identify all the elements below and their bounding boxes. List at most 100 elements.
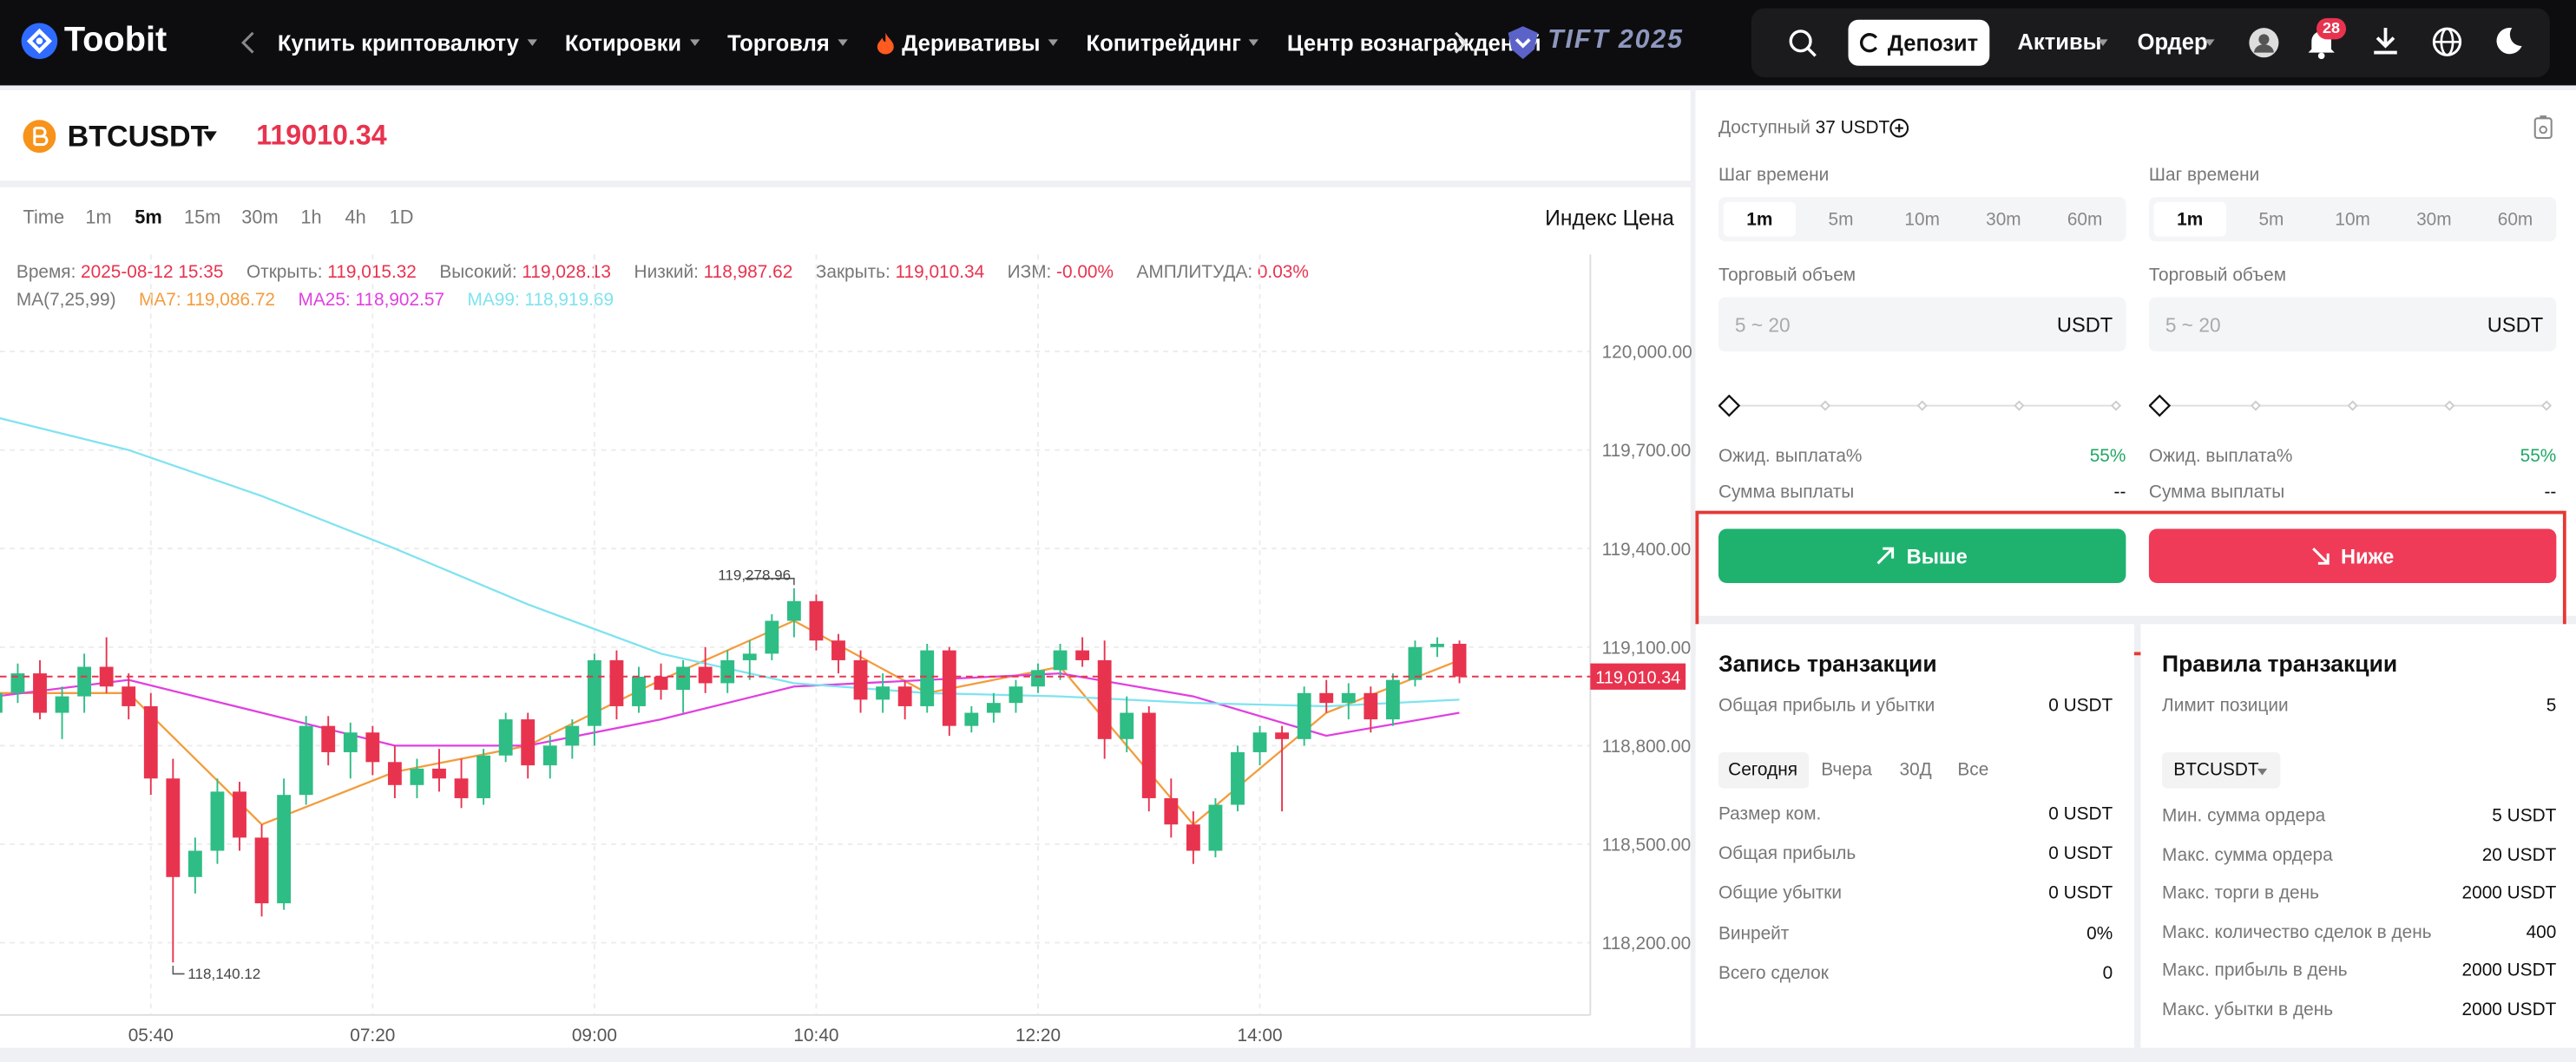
sum-value: -- — [2544, 482, 2557, 503]
records-tab[interactable]: Сегодня — [1728, 760, 1797, 781]
select-symbol: BTCUSDT — [2173, 760, 2259, 781]
step-label: Шаг времени — [1718, 166, 1830, 186]
icon-part — [838, 39, 848, 47]
candle-body — [1120, 712, 1134, 739]
avatar-icon[interactable] — [2247, 26, 2280, 59]
rule-value: 2000 USDT — [2461, 961, 2557, 981]
interval[interactable]: 1h — [300, 208, 322, 229]
candle-body — [498, 719, 513, 756]
record-label: Размер ком. — [1718, 804, 1822, 825]
notification-count: 28 — [2323, 19, 2341, 38]
interval[interactable]: 1m — [85, 208, 112, 229]
volume-input[interactable] — [2148, 297, 2557, 352]
candle-body — [609, 659, 624, 706]
step-option[interactable]: 10m — [1904, 210, 1940, 231]
records-tab[interactable]: Вчера — [1821, 760, 1873, 781]
fire-icon — [877, 32, 894, 55]
candle-body — [1075, 650, 1090, 660]
last-price: 119010.34 — [256, 120, 387, 152]
nav-item[interactable]: Купить криптовалюту — [278, 30, 539, 55]
symbol[interactable]: BTCUSDT — [67, 120, 209, 154]
symbol-caret[interactable] — [202, 128, 219, 145]
deposit-button[interactable]: Депозит — [1848, 19, 1990, 66]
nav-item[interactable]: Котировки — [565, 30, 701, 55]
icon-part — [1048, 39, 1059, 47]
event[interactable]: TIFT 2025 — [1548, 26, 1684, 55]
candle-body — [565, 725, 580, 746]
volume-label: Торговый объем — [1718, 266, 1856, 286]
info-label: АМПЛИТУДА: — [1136, 262, 1253, 283]
higher-button[interactable]: Выше — [1718, 528, 2126, 583]
nav-item[interactable]: Торговля — [727, 30, 849, 55]
theme-icon[interactable] — [2494, 26, 2523, 56]
icon-part — [2257, 768, 2268, 776]
step-option[interactable]: 60m — [2497, 210, 2533, 231]
add-icon[interactable] — [1889, 118, 1909, 138]
info-label: Высокий: — [439, 262, 517, 283]
ma-label: MA25: — [298, 291, 351, 311]
icon-part — [1877, 547, 1895, 565]
step-option[interactable]: 5m — [2258, 210, 2284, 231]
y-tick-label: 119,700.00 — [1602, 441, 1692, 461]
icon-part — [2254, 44, 2274, 53]
interval[interactable]: Time — [23, 208, 65, 229]
info-item: Низкий: 118,987.62 — [634, 263, 793, 283]
icon-part — [1806, 47, 1817, 57]
notification-badge — [2316, 17, 2347, 40]
low-marker — [172, 965, 185, 975]
globe-icon[interactable] — [2431, 26, 2462, 57]
step-option[interactable]: 30m — [2416, 210, 2452, 231]
interval[interactable]: 30m — [241, 208, 279, 229]
nav-item[interactable]: Копитрейдинг — [1087, 30, 1261, 55]
rule-value: 400 — [2526, 922, 2557, 943]
interval[interactable]: 15m — [184, 208, 221, 229]
candle-body — [698, 666, 713, 684]
nav-prev[interactable] — [240, 30, 256, 56]
candle-body — [920, 650, 935, 706]
candle-body — [454, 778, 469, 798]
records-tab[interactable]: 30Д — [1899, 760, 1932, 781]
sum-value: -- — [2113, 482, 2126, 503]
total-value: 0 USDT — [2048, 696, 2113, 717]
rule-label: Макс. торги в день — [2162, 883, 2319, 904]
trade-panel — [1695, 90, 2576, 616]
search-icon[interactable] — [1787, 28, 1817, 57]
candle-body — [1275, 732, 1290, 739]
interval[interactable]: 5m — [135, 208, 162, 229]
nav-next[interactable] — [1452, 30, 1469, 56]
index-price[interactable]: Индекс Цена — [1545, 205, 1674, 231]
x-tick-label: 07:20 — [350, 1026, 395, 1046]
records-panel — [1695, 624, 2134, 1048]
step-option[interactable]: 1m — [2177, 210, 2204, 231]
candle-body — [942, 650, 956, 726]
lower-button[interactable]: Ниже — [2148, 528, 2557, 583]
candle-body — [365, 732, 380, 763]
download-icon[interactable] — [2372, 26, 2398, 56]
step-option[interactable]: 5m — [1828, 210, 1854, 231]
history-icon[interactable] — [2533, 115, 2553, 140]
candle-body — [1319, 692, 1334, 704]
amount-slider[interactable] — [1718, 392, 2126, 418]
step-option[interactable]: 1m — [1746, 210, 1773, 231]
icon-part — [2317, 52, 2325, 60]
record-label: Общая прибыль — [1718, 844, 1856, 865]
amount-slider[interactable] — [2148, 392, 2556, 418]
rule-value: 2000 USDT — [2461, 1000, 2557, 1020]
order[interactable]: Ордер — [2137, 30, 2208, 55]
records-tab[interactable]: Все — [1957, 760, 1989, 781]
assets[interactable]: Активы — [2017, 30, 2102, 55]
step-option[interactable]: 30m — [1986, 210, 2021, 231]
volume-input[interactable] — [1718, 297, 2126, 352]
rules-title: Правила транзакции — [2162, 650, 2398, 677]
nav-item[interactable]: Деривативы — [876, 30, 1060, 55]
interval[interactable]: 4h — [345, 208, 366, 229]
price-chart[interactable]: 118,200.00 118,500.00 118,800.00 119,100.00… — [0, 184, 1692, 1054]
icon-part — [1718, 394, 1741, 417]
y-tick-label: 120,000.00 — [1602, 343, 1692, 363]
nav-item[interactable]: Центр вознаграждений — [1287, 30, 1541, 55]
ma-line — [0, 672, 1460, 747]
step-option[interactable]: 10m — [2335, 210, 2370, 231]
interval[interactable]: 1D — [389, 208, 414, 229]
step-option[interactable]: 60m — [2067, 210, 2103, 231]
ma-value: 118,902.57 — [355, 291, 445, 311]
